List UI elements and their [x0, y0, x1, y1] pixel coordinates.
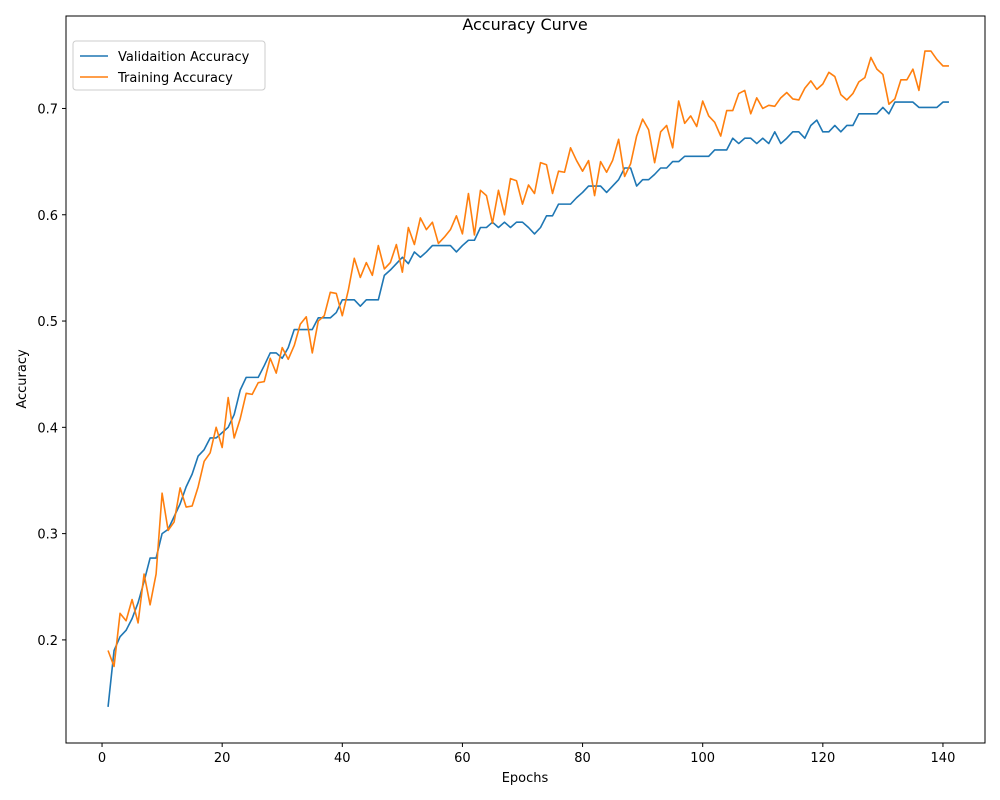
series-line-training [107, 50, 949, 668]
y-axis-ticks: 0.2 0.3 0.4 0.5 0.6 0.7 [37, 102, 66, 649]
y-tick-label: 0.5 [37, 315, 58, 330]
legend: Validaition Accuracy Training Accuracy [72, 40, 266, 91]
x-tick-label: 120 [810, 751, 835, 766]
x-tick-label: 100 [690, 751, 715, 766]
y-tick-label: 0.6 [37, 209, 58, 224]
y-tick-label: 0.7 [37, 102, 58, 117]
x-axis-ticks: 0 20 40 60 80 100 120 140 [98, 743, 955, 766]
plot-frame [65, 15, 986, 744]
series-line-validation [107, 101, 949, 707]
x-tick-label: 60 [454, 751, 471, 766]
legend-box [72, 40, 266, 91]
x-tick-label: 40 [334, 751, 351, 766]
x-tick-label: 0 [98, 751, 106, 766]
legend-label-training: Training Accuracy [117, 71, 233, 86]
chart-title: Accuracy Curve [462, 15, 587, 34]
x-axis-label: Epochs [502, 771, 549, 786]
plot-lines [107, 50, 949, 707]
x-tick-label: 80 [574, 751, 591, 766]
x-tick-label: 20 [214, 751, 231, 766]
y-axis-label: Accuracy [15, 349, 30, 409]
y-tick-label: 0.4 [37, 421, 58, 436]
legend-label-validation: Validaition Accuracy [118, 50, 250, 65]
y-tick-label: 0.2 [37, 634, 58, 649]
x-tick-label: 140 [931, 751, 956, 766]
y-tick-label: 0.3 [37, 528, 58, 543]
